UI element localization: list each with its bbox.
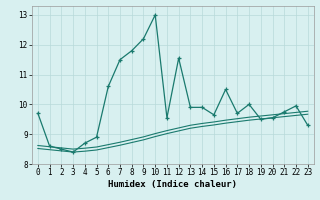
X-axis label: Humidex (Indice chaleur): Humidex (Indice chaleur) <box>108 180 237 189</box>
